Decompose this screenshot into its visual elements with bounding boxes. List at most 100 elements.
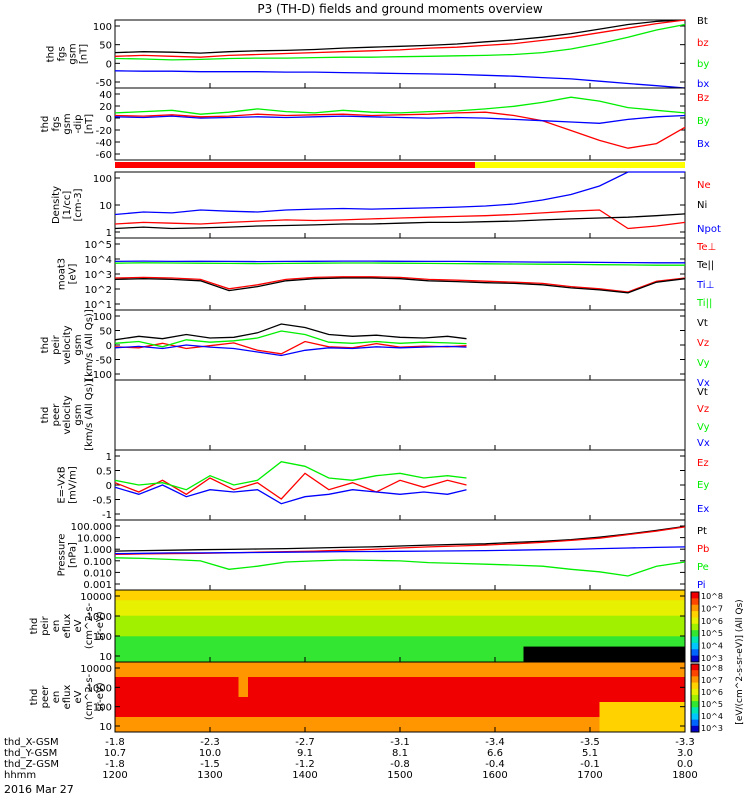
spectrogram-cell (390, 605, 401, 612)
spectrogram-cell (181, 702, 192, 708)
spectrogram-cell (305, 662, 315, 668)
spectrogram-cell (628, 641, 638, 648)
series-Npot (114, 171, 685, 216)
spectrogram-cell (390, 631, 401, 637)
spectrogram-cell (115, 631, 125, 637)
y-tick-label: 0.100 (83, 557, 112, 568)
spectrogram-cell (523, 727, 534, 733)
spectrogram-cell (656, 656, 667, 663)
spectrogram-cell (400, 677, 410, 683)
ephemeris-value: 1800 (672, 770, 697, 781)
spectrogram-cell (276, 712, 287, 718)
spectrogram-cell (172, 636, 182, 642)
spectrogram-cell (343, 651, 353, 658)
spectrogram-cell (210, 646, 220, 653)
y-axis-label: (cm^2-s- (84, 673, 95, 720)
spectrogram-cell (400, 687, 410, 693)
spectrogram-cell (362, 727, 372, 733)
spectrogram-cell (400, 631, 410, 637)
spectrogram-cell (352, 717, 363, 723)
spectrogram-cell (561, 595, 572, 601)
colorbar-frame (690, 663, 700, 733)
spectrogram-cell (466, 656, 477, 663)
spectrogram-cell (362, 667, 372, 673)
spectrogram-cell (143, 656, 154, 663)
spectrogram-cell (552, 631, 562, 637)
spectrogram-cell (162, 626, 173, 632)
spectrogram-cell (580, 600, 591, 606)
y-tick-label: 100 (93, 22, 112, 33)
spectrogram-cell (286, 651, 296, 658)
spectrogram-cell (656, 595, 667, 601)
spectrogram-cell (666, 687, 676, 693)
spectrogram-cell (314, 605, 325, 612)
spectrogram-cell (609, 600, 619, 606)
spectrogram-cell (267, 667, 277, 673)
spectrogram-cell (618, 717, 629, 723)
colorbar-segment (691, 642, 699, 650)
spectrogram-cell (381, 722, 391, 728)
spectrogram-cell (324, 590, 334, 596)
spectrogram-cell (200, 615, 211, 622)
spectrogram-cell (409, 615, 420, 622)
spectrogram-cell (333, 641, 344, 648)
ephemeris-value: 1400 (292, 770, 317, 781)
y-axis-label: [nT] (84, 114, 95, 134)
spectrogram-cell (200, 717, 211, 723)
spectrogram-cell (295, 717, 306, 723)
spectrogram-cell (276, 682, 287, 688)
ephemeris-value: 9.1 (297, 748, 313, 759)
spectrogram-cell (419, 677, 429, 683)
spectrogram-cell (343, 667, 353, 673)
spectrogram-cell (656, 651, 667, 658)
spectrogram-cell (495, 692, 505, 698)
spectrogram-cell (666, 702, 676, 708)
spectrogram-cell (495, 697, 505, 703)
spectrogram-cell (219, 656, 230, 663)
spectrogram-cell (229, 626, 239, 632)
spectrogram-cell (257, 697, 268, 703)
spectrogram-cell (238, 600, 249, 606)
y-tick-label: 0 (106, 481, 112, 492)
spectrogram-cell (390, 626, 401, 632)
spectrogram-cell (381, 600, 391, 606)
spectrogram-cell (580, 636, 591, 642)
spectrogram-cell (390, 620, 401, 627)
spectrogram-cell (115, 646, 125, 653)
series-Bt (114, 19, 686, 54)
spectrogram-cell (552, 620, 562, 627)
spectrogram-cell (153, 682, 163, 688)
spectrogram-cell (172, 727, 182, 733)
spectrogram-cell (115, 692, 125, 698)
colorbar-tick-label: 10^4 (701, 642, 723, 651)
spectrogram-cell (656, 712, 667, 718)
spectrogram-cell (181, 636, 192, 642)
spectrogram-cell (371, 615, 382, 622)
series-Pt (114, 525, 686, 552)
spectrogram-cell (400, 610, 410, 617)
spectrogram-cell (438, 682, 448, 688)
spectrogram-cell (571, 615, 581, 622)
spectrogram-cell (352, 702, 363, 708)
spectrogram-cell (134, 600, 144, 606)
spectrogram-cell (438, 672, 448, 678)
spectrogram-cell (229, 620, 239, 627)
spectrogram-cell (134, 595, 144, 601)
spectrogram-cell (191, 677, 201, 683)
spectrogram-cell (457, 702, 467, 708)
spectrogram-cell (362, 590, 372, 596)
spectrogram-cell (181, 712, 192, 718)
spectrogram-cell (286, 687, 296, 693)
spectrogram-cell (314, 692, 325, 698)
legend-entry: Ey (697, 480, 709, 491)
spectrogram-cell (191, 712, 201, 718)
spectrogram-cell (428, 687, 439, 693)
spectrogram-cell (143, 712, 154, 718)
spectrogram-cell (219, 687, 230, 693)
spectrogram-cell (476, 620, 486, 627)
spectrogram-cell (561, 727, 572, 733)
spectrogram-cell (390, 702, 401, 708)
spectrogram-cell (276, 722, 287, 728)
spectrogram-cell (343, 707, 353, 713)
